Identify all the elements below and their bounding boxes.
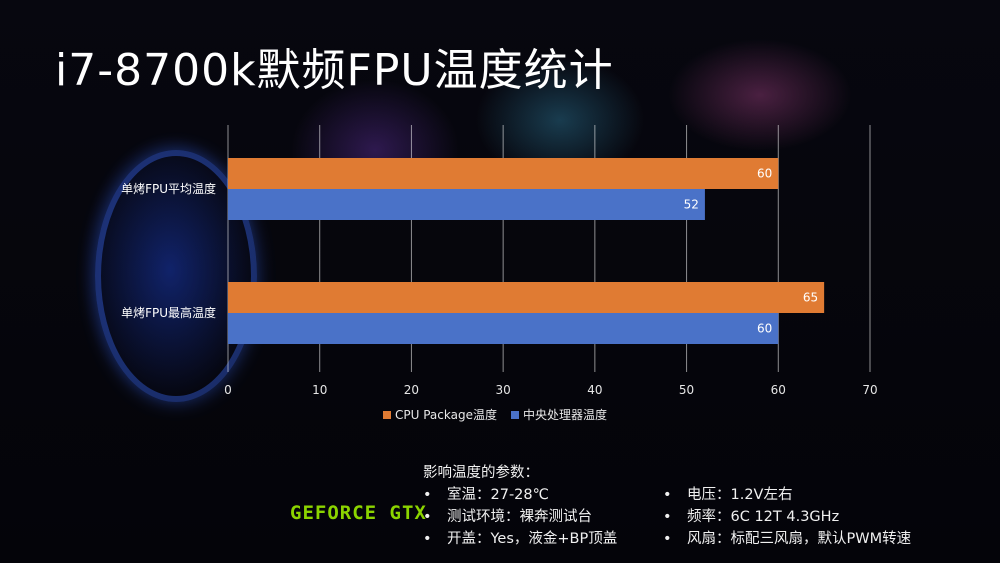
- param-item: • 测试环境：裸奔测试台: [423, 509, 592, 525]
- legend-label-0: CPU Package温度: [395, 408, 497, 422]
- x-tick-label-7: 70: [862, 383, 877, 397]
- geforce-gtx-logo: GEFORCE GTX: [290, 502, 427, 524]
- data-label-0-0: 60: [757, 167, 772, 181]
- bar-1-0: [228, 282, 825, 313]
- parameters-title: 影响温度的参数：: [423, 465, 539, 481]
- chart-legend: CPU Package温度 中央处理器温度: [383, 406, 607, 423]
- category-label-0: 单烤FPU平均温度: [121, 181, 216, 196]
- page-title: i7-8700k默频FPU温度统计: [55, 45, 614, 96]
- bar-0-0: [228, 158, 779, 189]
- legend-swatch-1: [510, 410, 519, 419]
- chart-labels: 0 10 20 30 40 50 60 70 60 52 单烤FPU平均温度 65 60 单烤FPU最高温…: [121, 167, 878, 398]
- category-label-1: 单烤FPU最高温度: [121, 305, 216, 320]
- param-item: • 电压：1.2V左右: [663, 487, 793, 503]
- data-label-1-0: 65: [803, 291, 818, 305]
- legend-label-1: 中央处理器温度: [522, 408, 607, 422]
- param-item: • 风扇：标配三风扇，默认PWM转速: [663, 531, 912, 547]
- x-tick-label-3: 30: [496, 383, 511, 397]
- x-tick-label-5: 50: [679, 383, 694, 397]
- legend-swatch-0: [383, 410, 391, 419]
- x-tick-label-4: 40: [587, 383, 602, 397]
- data-label-1-1: 60: [757, 322, 772, 336]
- parameters-left-column: • 室温：27-28℃ • 测试环境：裸奔测试台 • 开盖：Yes，液金+BP顶盖: [423, 484, 663, 550]
- chart-bars: [228, 158, 825, 344]
- bar-0-1: [228, 189, 705, 220]
- x-tick-label-1: 10: [312, 383, 327, 397]
- param-item: • 开盖：Yes，液金+BP顶盖: [423, 531, 618, 547]
- legend-item-0: CPU Package温度: [383, 406, 497, 423]
- bar-1-1: [228, 313, 779, 344]
- x-tick-label-6: 60: [771, 383, 786, 397]
- legend-item-1: 中央处理器温度: [510, 406, 607, 423]
- param-item: • 频率：6C 12T 4.3GHz: [663, 509, 840, 525]
- param-item: • 室温：27-28℃: [423, 487, 549, 503]
- parameters-panel: 影响温度的参数： • 室温：27-28℃ • 测试环境：裸奔测试台 • 开盖：Yes，…: [423, 462, 963, 550]
- fan-glow-ring: [95, 150, 257, 402]
- x-tick-label-2: 20: [404, 383, 419, 397]
- data-label-0-1: 52: [684, 198, 699, 212]
- parameters-right-column: • 电压：1.2V左右 • 频率：6C 12T 4.3GHz • 风扇：标配三风扇，默…: [663, 484, 963, 550]
- x-tick-label-0: 0: [224, 383, 232, 397]
